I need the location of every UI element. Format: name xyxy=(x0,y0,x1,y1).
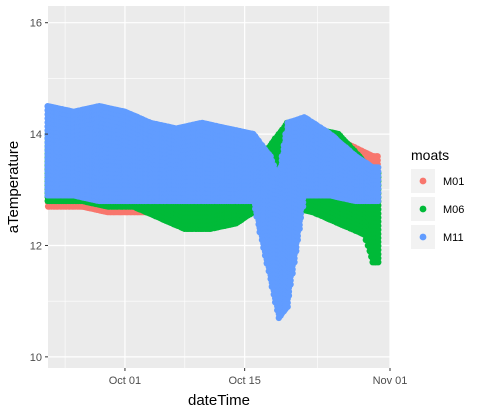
data-point xyxy=(374,153,380,159)
